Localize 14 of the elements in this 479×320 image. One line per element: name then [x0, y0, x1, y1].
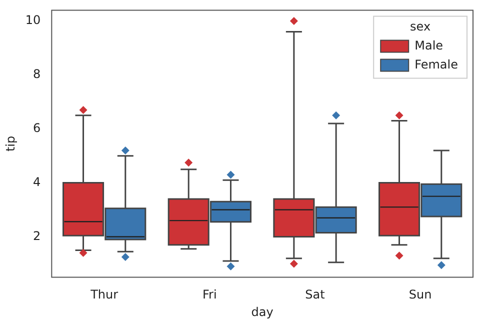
y-tick-label: 6: [33, 120, 41, 135]
x-tick-label: Thur: [90, 288, 118, 302]
x-tick-label: Sat: [305, 288, 326, 302]
y-tick-label: 2: [33, 228, 41, 243]
x-tick-label: Fri: [202, 288, 217, 302]
y-axis-title: tip: [3, 136, 18, 152]
x-tick-label: Sun: [408, 288, 432, 302]
y-tick-label: 10: [25, 13, 41, 28]
y-tick-label: 4: [33, 174, 41, 189]
legend-label: Female: [414, 57, 458, 72]
legend-label: Male: [414, 38, 444, 52]
x-axis-title: day: [251, 304, 274, 319]
legend-title: sex: [410, 19, 431, 34]
y-tick-label: 8: [33, 67, 41, 82]
